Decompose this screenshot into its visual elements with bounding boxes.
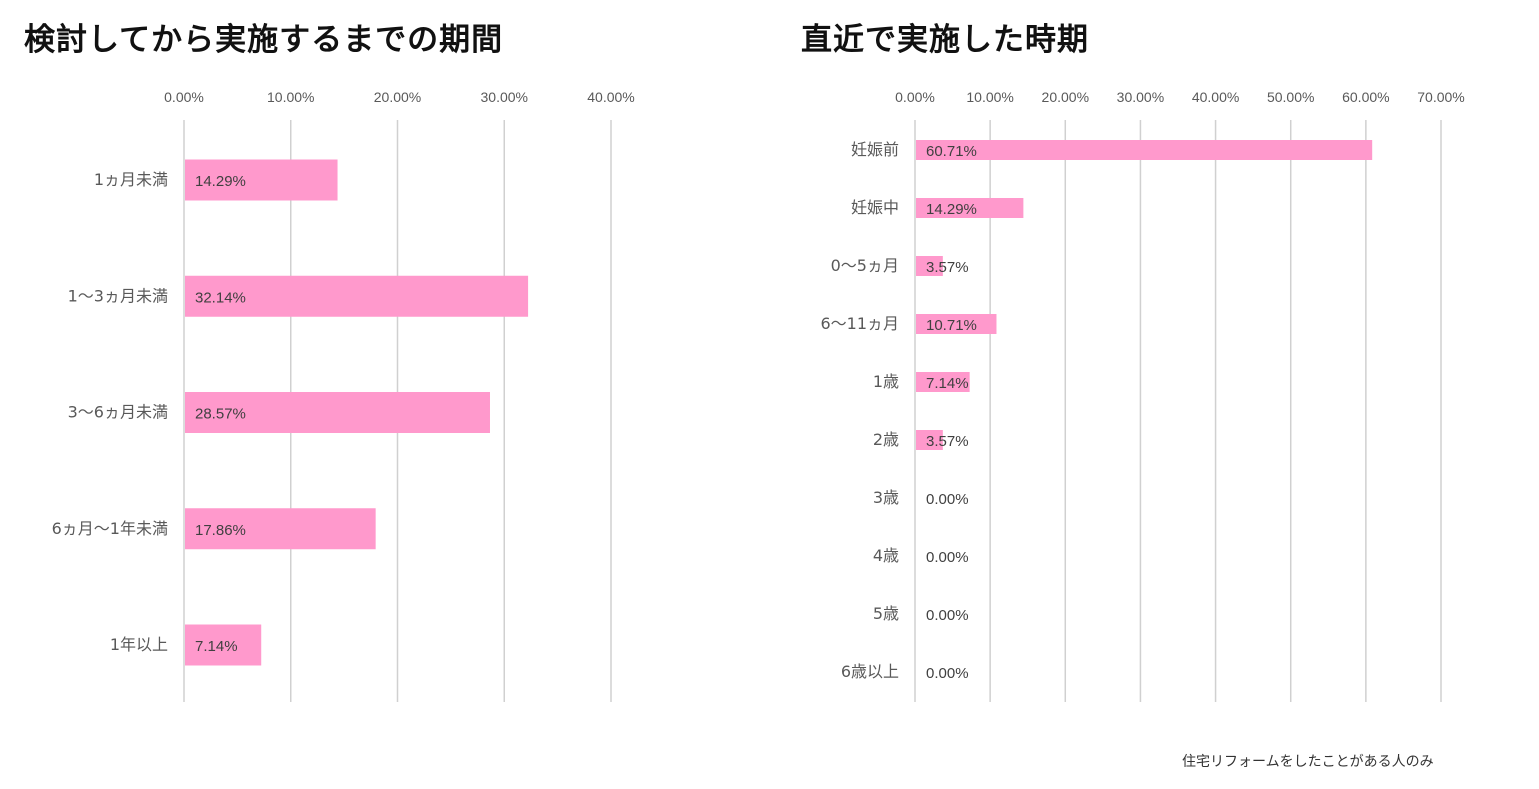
category-label: 3歳	[873, 488, 899, 507]
data-label: 3.57%	[926, 259, 969, 276]
x-tick-label: 30.00%	[1117, 89, 1164, 105]
category-label: 0〜5ヵ月	[831, 256, 899, 275]
x-tick-label: 10.00%	[267, 89, 314, 105]
x-tick-label: 0.00%	[895, 89, 935, 105]
category-label: 妊娠前	[851, 140, 899, 159]
category-label: 1年以上	[110, 635, 168, 654]
category-label: 3〜6ヵ月未満	[68, 403, 168, 422]
data-label: 60.71%	[926, 143, 977, 160]
data-label: 14.29%	[195, 173, 246, 190]
x-tick-label: 50.00%	[1267, 89, 1314, 105]
bar	[185, 275, 529, 317]
x-tick-label: 20.00%	[1042, 89, 1089, 105]
category-label: 6歳以上	[841, 662, 899, 681]
bar	[185, 159, 338, 201]
category-label: 1〜3ヵ月未満	[68, 286, 168, 305]
category-label: 1ヵ月未満	[94, 170, 168, 189]
category-label: 4歳	[873, 546, 899, 565]
category-label: 2歳	[873, 430, 899, 449]
x-tick-label: 70.00%	[1417, 89, 1464, 105]
category-label: 6〜11ヵ月	[820, 314, 899, 333]
bar	[916, 314, 997, 334]
data-label: 3.57%	[926, 433, 969, 450]
data-label: 32.14%	[195, 289, 246, 306]
bar	[185, 624, 262, 666]
category-label: 妊娠中	[851, 198, 899, 217]
category-label: 6ヵ月〜1年未満	[52, 519, 168, 538]
data-label: 10.71%	[926, 317, 977, 334]
bar	[916, 372, 970, 392]
x-tick-label: 0.00%	[164, 89, 204, 105]
x-tick-label: 30.00%	[481, 89, 528, 105]
x-tick-label: 20.00%	[374, 89, 421, 105]
x-tick-label: 40.00%	[1192, 89, 1239, 105]
data-label: 17.86%	[195, 522, 246, 539]
bar	[185, 392, 490, 433]
data-label: 0.00%	[926, 607, 969, 624]
data-label: 0.00%	[926, 491, 969, 508]
left-chart-title: 検討してから実施するまでの期間	[24, 22, 504, 58]
right-chart-title: 直近で実施した時期	[801, 22, 1089, 58]
data-label: 0.00%	[926, 665, 969, 682]
data-label: 0.00%	[926, 549, 969, 566]
bar	[916, 430, 943, 450]
category-label: 1歳	[873, 372, 899, 391]
data-label: 7.14%	[195, 638, 238, 655]
bar	[185, 508, 376, 550]
data-label: 7.14%	[926, 375, 969, 392]
data-label: 14.29%	[926, 201, 977, 218]
bar	[916, 256, 943, 276]
category-label: 5歳	[873, 604, 899, 623]
bar	[916, 198, 1024, 218]
data-label: 28.57%	[195, 406, 246, 423]
bar	[916, 140, 1373, 160]
footnote: 住宅リフォームをしたことがある人のみ	[1182, 754, 1434, 770]
x-tick-label: 40.00%	[587, 89, 634, 105]
x-tick-label: 60.00%	[1342, 89, 1389, 105]
x-tick-label: 10.00%	[966, 89, 1013, 105]
